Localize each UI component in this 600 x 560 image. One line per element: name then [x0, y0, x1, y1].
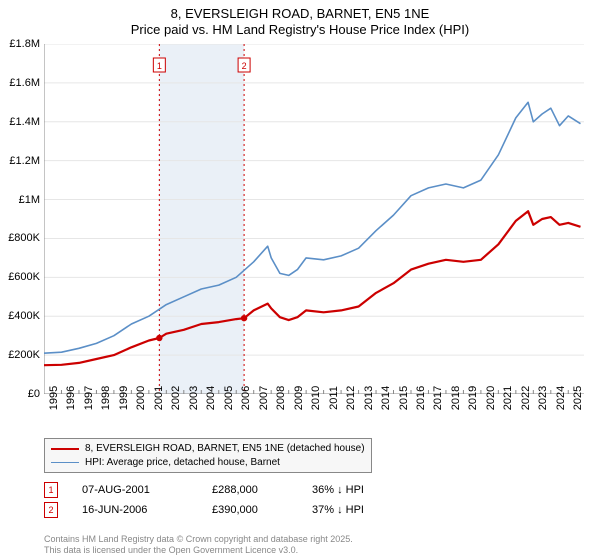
sale-marker-icon: 2 — [44, 502, 58, 518]
y-tick-label: £800K — [0, 232, 40, 244]
y-tick-label: £1.8M — [0, 38, 40, 50]
legend-label-hpi: HPI: Average price, detached house, Barn… — [85, 456, 280, 470]
sale-marker-icon: 1 — [44, 482, 58, 498]
x-tick-label: 1999 — [118, 386, 130, 410]
svg-text:2: 2 — [242, 61, 247, 71]
y-tick-label: £1.6M — [0, 77, 40, 89]
title-block: 8, EVERSLEIGH ROAD, BARNET, EN5 1NE Pric… — [0, 0, 600, 39]
x-tick-label: 1997 — [83, 386, 95, 410]
x-tick-label: 2002 — [170, 386, 182, 410]
title-subtitle: Price paid vs. HM Land Registry's House … — [0, 22, 600, 38]
x-tick-label: 2024 — [555, 386, 567, 410]
x-tick-label: 2020 — [485, 386, 497, 410]
x-tick-label: 2003 — [188, 386, 200, 410]
sale-gap: 36% ↓ HPI — [312, 484, 422, 496]
x-tick-label: 2004 — [205, 386, 217, 410]
y-tick-label: £600K — [0, 271, 40, 283]
x-tick-label: 2009 — [293, 386, 305, 410]
y-tick-label: £1.2M — [0, 155, 40, 167]
credits-line: Contains HM Land Registry data © Crown c… — [44, 534, 353, 545]
x-tick-label: 2013 — [363, 386, 375, 410]
y-tick-label: £400K — [0, 310, 40, 322]
x-tick-label: 2014 — [380, 386, 392, 410]
x-tick-label: 2010 — [310, 386, 322, 410]
svg-text:1: 1 — [157, 61, 162, 71]
chart-container: 8, EVERSLEIGH ROAD, BARNET, EN5 1NE Pric… — [0, 0, 600, 560]
legend-row-price-paid: 8, EVERSLEIGH ROAD, BARNET, EN5 1NE (det… — [51, 442, 365, 456]
x-tick-label: 2001 — [153, 386, 165, 410]
title-address: 8, EVERSLEIGH ROAD, BARNET, EN5 1NE — [0, 6, 600, 22]
sale-row: 2 16-JUN-2006 £390,000 37% ↓ HPI — [44, 500, 422, 520]
x-tick-label: 2011 — [328, 386, 340, 410]
x-tick-label: 2007 — [258, 386, 270, 410]
x-tick-label: 2021 — [502, 386, 514, 410]
legend: 8, EVERSLEIGH ROAD, BARNET, EN5 1NE (det… — [44, 438, 372, 473]
sale-row: 1 07-AUG-2001 £288,000 36% ↓ HPI — [44, 480, 422, 500]
sale-price: £390,000 — [212, 504, 312, 516]
y-tick-label: £200K — [0, 349, 40, 361]
credits: Contains HM Land Registry data © Crown c… — [44, 534, 353, 556]
x-tick-label: 2005 — [223, 386, 235, 410]
x-tick-label: 2023 — [537, 386, 549, 410]
x-tick-label: 2018 — [450, 386, 462, 410]
x-tick-label: 2006 — [240, 386, 252, 410]
x-tick-label: 1995 — [48, 386, 60, 410]
legend-swatch-price-paid — [51, 448, 79, 450]
x-tick-label: 2025 — [572, 386, 584, 410]
sale-date: 07-AUG-2001 — [82, 484, 212, 496]
y-tick-label: £0 — [0, 388, 40, 400]
x-tick-label: 1998 — [100, 386, 112, 410]
chart-area: 12 £0£200K£400K£600K£800K£1M£1.2M£1.4M£1… — [44, 44, 584, 394]
sales-table: 1 07-AUG-2001 £288,000 36% ↓ HPI 2 16-JU… — [44, 480, 422, 520]
x-tick-label: 2012 — [345, 386, 357, 410]
x-tick-label: 2008 — [275, 386, 287, 410]
x-tick-label: 2000 — [135, 386, 147, 410]
y-tick-label: £1M — [0, 194, 40, 206]
legend-row-hpi: HPI: Average price, detached house, Barn… — [51, 456, 365, 470]
legend-label-price-paid: 8, EVERSLEIGH ROAD, BARNET, EN5 1NE (det… — [85, 442, 365, 456]
sale-date: 16-JUN-2006 — [82, 504, 212, 516]
sale-price: £288,000 — [212, 484, 312, 496]
x-tick-label: 2019 — [467, 386, 479, 410]
x-tick-label: 2022 — [520, 386, 532, 410]
legend-swatch-hpi — [51, 462, 79, 463]
credits-line: This data is licensed under the Open Gov… — [44, 545, 353, 556]
x-tick-label: 2017 — [432, 386, 444, 410]
x-tick-label: 2016 — [415, 386, 427, 410]
line-chart: 12 — [44, 44, 584, 394]
x-tick-label: 1996 — [65, 386, 77, 410]
x-tick-label: 2015 — [398, 386, 410, 410]
sale-gap: 37% ↓ HPI — [312, 504, 422, 516]
y-tick-label: £1.4M — [0, 116, 40, 128]
